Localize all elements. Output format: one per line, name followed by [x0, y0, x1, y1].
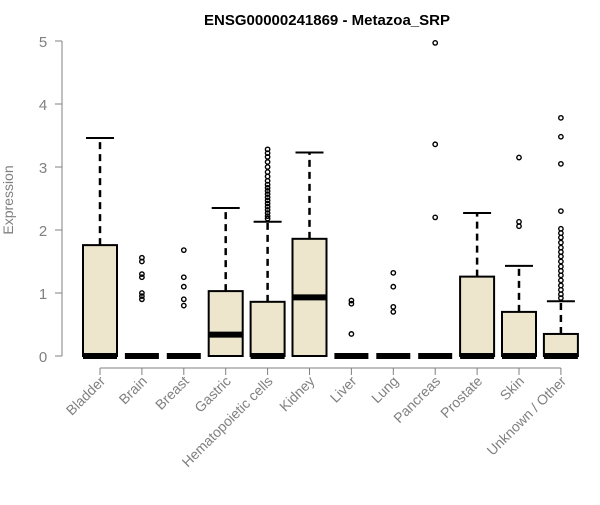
x-tick-label: Skin [497, 373, 528, 404]
outlier-point [138, 290, 145, 296]
chart-title: ENSG00000241869 - Metazoa_SRP [204, 12, 450, 29]
x-tick-label: Unknown / Other [483, 373, 569, 459]
outlier-point [558, 133, 564, 140]
box-rect [207, 290, 244, 357]
box-group [207, 206, 244, 357]
outlier-point [264, 159, 271, 165]
outlier-point [432, 39, 439, 46]
outlier-point [264, 206, 271, 213]
outlier-point [264, 194, 271, 201]
y-tick-label: 0 [39, 349, 47, 366]
outlier-point [264, 191, 271, 197]
outlier-point [432, 214, 439, 221]
outlier-point [558, 225, 564, 232]
outlier-point [558, 282, 564, 289]
box-group [459, 211, 496, 359]
outlier-point [558, 114, 564, 121]
outlier-point [432, 141, 439, 148]
outlier-point [264, 164, 271, 170]
box-group [376, 269, 411, 359]
outlier-point [180, 274, 187, 281]
outlier-point [180, 247, 187, 254]
outlier-point [180, 302, 187, 309]
box-group [82, 137, 118, 359]
outlier-point [264, 210, 271, 216]
outlier-point [138, 293, 145, 300]
y-tick-label: 4 [39, 97, 47, 114]
x-tick-label: Kidney [276, 373, 318, 415]
box-group [542, 114, 579, 359]
outlier-point [264, 215, 271, 222]
outlier-point [264, 184, 271, 191]
outlier-point [264, 197, 271, 204]
box-series [82, 39, 579, 359]
box-group [124, 254, 159, 359]
x-tick-label: Breast [152, 373, 192, 413]
y-tick-label: 3 [39, 160, 47, 177]
outlier-point [390, 283, 397, 290]
outlier-point [558, 239, 564, 246]
outlier-point [390, 303, 397, 310]
box-rect [542, 332, 579, 358]
x-tick-label: Bladder [63, 373, 109, 419]
outlier-point [264, 203, 271, 210]
outlier-point [138, 296, 145, 303]
outlier-point [180, 296, 187, 303]
box-group [418, 39, 453, 359]
y-axis: 0 1 2 3 4 5 [39, 34, 63, 366]
x-tick-label: Pancreas [390, 373, 443, 426]
box-group [166, 247, 201, 359]
box-rect [249, 300, 286, 358]
outlier-point [348, 300, 355, 307]
outlier-point [264, 200, 271, 207]
box-group [334, 297, 369, 359]
outlier-point [348, 297, 355, 304]
outlier-point [264, 146, 271, 153]
outlier-point [558, 244, 564, 251]
outlier-point [264, 188, 271, 194]
x-tick-label: Brain [116, 373, 150, 407]
box-rect [459, 275, 496, 357]
box-rect [82, 244, 118, 357]
outlier-point [180, 283, 187, 290]
outlier-point [516, 154, 522, 161]
box-rect [501, 310, 537, 357]
outlier-point [264, 213, 271, 220]
outlier-point [348, 331, 355, 337]
outlier-point [558, 208, 564, 215]
outlier-point [138, 254, 145, 261]
box-group [501, 154, 537, 359]
y-axis-label: Expression [0, 165, 16, 234]
outlier-point [390, 308, 397, 315]
outlier-point [558, 277, 564, 284]
y-tick-label: 5 [39, 34, 47, 51]
x-tick-label: Liver [327, 373, 360, 406]
y-tick-label: 2 [39, 223, 47, 240]
outlier-point [558, 258, 564, 265]
x-tick-label: Prostate [437, 373, 485, 421]
outlier-point [264, 169, 271, 175]
outlier-point [138, 274, 145, 281]
outlier-point [138, 271, 145, 277]
outlier-point [516, 218, 522, 225]
outlier-point [558, 263, 564, 270]
outlier-point [390, 269, 397, 276]
y-tick-label: 1 [39, 286, 47, 303]
outlier-point [558, 160, 564, 167]
x-tick-label: Lung [368, 373, 401, 406]
box-group [249, 146, 286, 359]
box-group [291, 151, 328, 358]
